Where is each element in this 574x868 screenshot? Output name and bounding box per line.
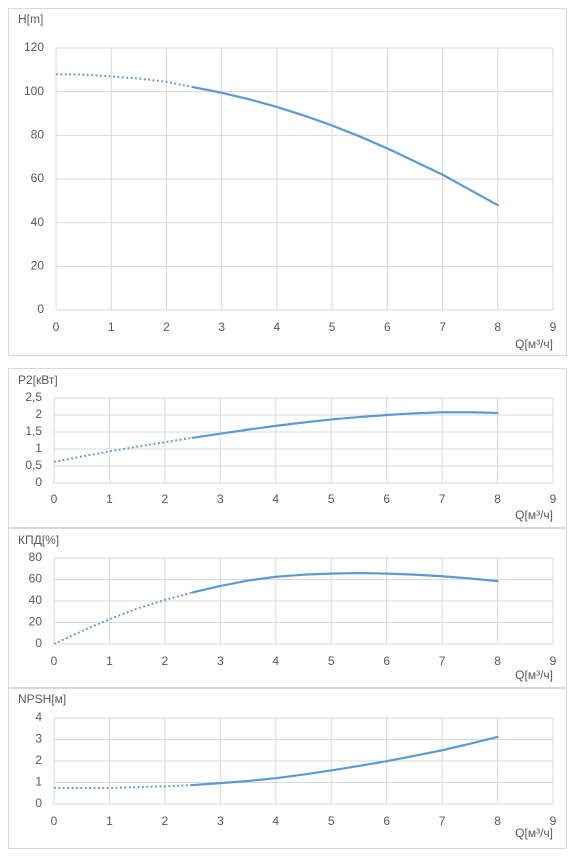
x-tick-label: 8 [494, 814, 501, 828]
axis-title: КПД[%] [18, 533, 59, 547]
y-tick-label: 80 [31, 128, 45, 142]
x-tick-label: 7 [439, 492, 446, 506]
y-tick-label: 2,5 [25, 390, 42, 404]
y-tick-label: 0 [35, 636, 42, 650]
x-tick-label: 8 [494, 654, 501, 668]
x-tick-label: 1 [106, 814, 113, 828]
x-axis-title: Q[м³/ч] [515, 668, 553, 682]
x-tick-label: 9 [550, 492, 557, 506]
curve [191, 571, 499, 594]
curve [191, 411, 499, 439]
axis-title: P2[кВт] [18, 373, 58, 387]
x-tick-label: 0 [51, 492, 58, 506]
x-tick-label: 3 [217, 654, 224, 668]
x-tick-label: 9 [550, 320, 557, 334]
x-tick-label: 0 [53, 320, 60, 334]
x-axis-title: Q[м³/ч] [515, 508, 553, 522]
y-tick-label: 3 [35, 732, 42, 746]
x-tick-label: 2 [162, 492, 169, 506]
chart-panel [8, 8, 567, 356]
y-tick-label: 1 [35, 775, 42, 789]
x-tick-label: 4 [272, 492, 279, 506]
y-tick-label: 60 [29, 572, 43, 586]
y-tick-label: 1,5 [25, 424, 42, 438]
y-tick-label: 0 [35, 475, 42, 489]
x-tick-label: 1 [108, 320, 115, 334]
x-tick-label: 5 [329, 320, 336, 334]
chart-panel [8, 368, 567, 528]
curve [55, 73, 195, 89]
y-tick-label: 120 [24, 40, 44, 54]
x-tick-label: 6 [384, 320, 391, 334]
x-tick-label: 2 [163, 320, 170, 334]
x-tick-label: 2 [162, 814, 169, 828]
x-tick-label: 9 [550, 654, 557, 668]
x-tick-label: 3 [217, 814, 224, 828]
x-tick-label: 1 [106, 654, 113, 668]
y-tick-label: 2 [35, 407, 42, 421]
x-axis-title: Q[м³/ч] [515, 337, 553, 351]
axis-title: NPSH[м] [18, 692, 66, 706]
x-tick-label: 6 [383, 814, 390, 828]
y-tick-label: 0,5 [25, 458, 42, 472]
curve [53, 591, 193, 645]
x-tick-label: 2 [162, 654, 169, 668]
x-tick-label: 0 [51, 654, 58, 668]
x-tick-label: 8 [494, 492, 501, 506]
x-tick-label: 8 [494, 320, 501, 334]
axis-title: H[m] [18, 12, 43, 26]
y-tick-label: 20 [31, 259, 45, 273]
chart-panel [8, 688, 567, 849]
x-tick-label: 7 [439, 814, 446, 828]
x-tick-label: 5 [328, 654, 335, 668]
curve [191, 735, 499, 787]
x-tick-label: 5 [328, 814, 335, 828]
x-tick-label: 9 [550, 814, 557, 828]
x-tick-label: 7 [439, 320, 446, 334]
x-tick-label: 4 [272, 814, 279, 828]
chart-panel [8, 528, 567, 688]
y-tick-label: 0 [35, 796, 42, 810]
x-tick-label: 1 [106, 492, 113, 506]
x-tick-label: 6 [383, 492, 390, 506]
y-tick-label: 100 [24, 84, 44, 98]
curve [192, 86, 499, 207]
x-tick-label: 7 [439, 654, 446, 668]
curve [53, 784, 193, 790]
curve [53, 436, 193, 463]
y-tick-label: 60 [31, 171, 45, 185]
y-tick-label: 80 [29, 550, 43, 564]
x-tick-label: 4 [272, 654, 279, 668]
x-tick-label: 3 [218, 320, 225, 334]
x-axis-title: Q[м³/ч] [515, 826, 553, 840]
x-tick-label: 6 [383, 654, 390, 668]
y-tick-label: 1 [35, 441, 42, 455]
x-tick-label: 4 [274, 320, 281, 334]
x-tick-label: 0 [51, 814, 58, 828]
y-tick-label: 20 [29, 615, 43, 629]
y-tick-label: 2 [35, 753, 42, 767]
x-tick-label: 5 [328, 492, 335, 506]
y-tick-label: 40 [31, 215, 45, 229]
y-tick-label: 0 [37, 302, 44, 316]
y-tick-label: 40 [29, 593, 43, 607]
x-tick-label: 3 [217, 492, 224, 506]
y-tick-label: 4 [35, 710, 42, 724]
